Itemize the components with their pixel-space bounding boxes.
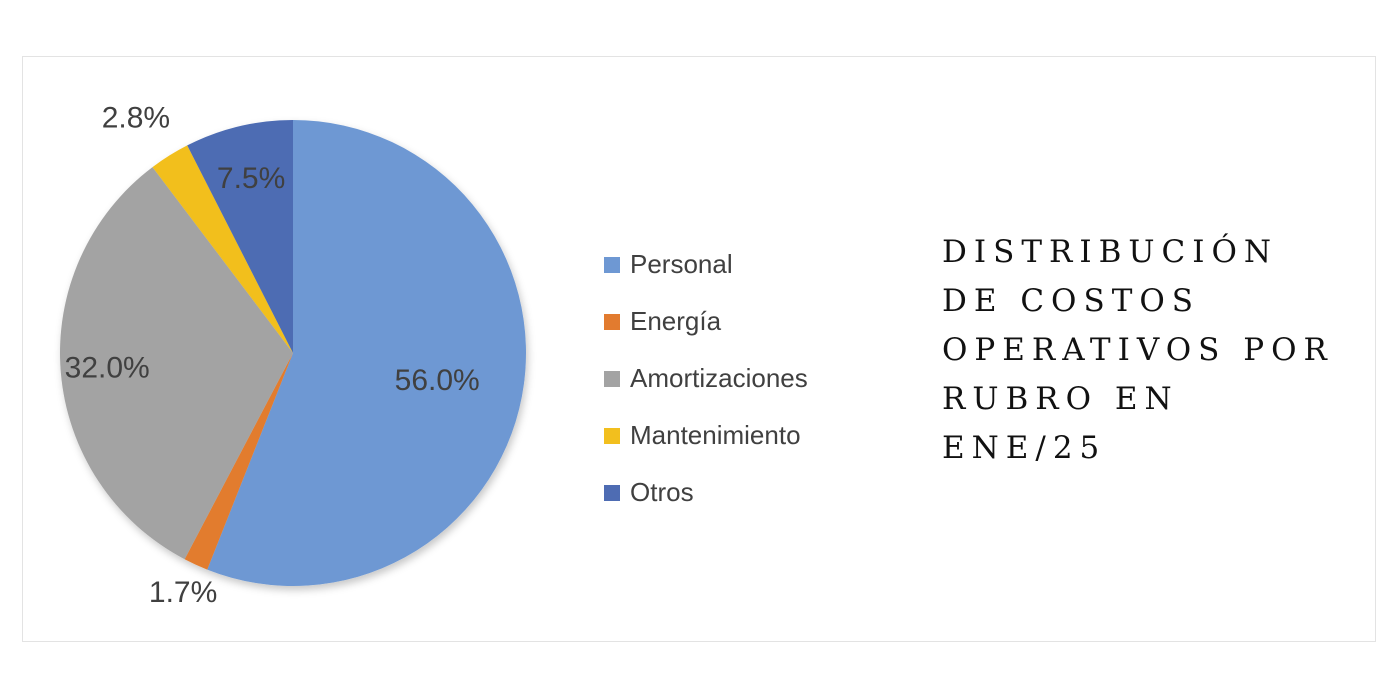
legend-swatch xyxy=(604,427,620,444)
legend-item-amortizaciones: Amortizaciones xyxy=(604,350,808,407)
data-label: 1.7% xyxy=(149,576,217,609)
pie-slice-energia xyxy=(184,353,293,570)
legend-label: Mantenimiento xyxy=(630,420,801,450)
legend-swatch xyxy=(604,370,620,387)
pie-slice-mantenimiento xyxy=(152,145,293,353)
chart-title-line: OPERATIVOS POR xyxy=(942,332,1334,368)
chart-legend: Personal Energía Amortizaciones Mantenim… xyxy=(604,236,808,521)
pie-slice-amortizaciones xyxy=(59,167,293,560)
legend-swatch xyxy=(604,484,620,501)
legend-label: Personal xyxy=(630,249,733,279)
legend-item-personal: Personal xyxy=(604,236,808,293)
chart-title: DISTRIBUCIÓN DE COSTOS OPERATIVOS POR RU… xyxy=(942,228,1362,473)
data-label: 32.0% xyxy=(65,352,150,385)
legend-swatch xyxy=(604,256,620,273)
legend-label: Amortizaciones xyxy=(630,363,808,393)
data-label: 7.5% xyxy=(217,162,285,195)
chart-title-line: DISTRIBUCIÓN xyxy=(942,234,1279,270)
chart-title-line: RUBRO EN xyxy=(942,381,1179,417)
pie-slice-otros xyxy=(187,120,293,353)
legend-swatch xyxy=(604,313,620,330)
legend-item-mantenimiento: Mantenimiento xyxy=(604,407,808,464)
legend-label: Energía xyxy=(630,306,722,336)
chart-title-line: DE COSTOS xyxy=(942,283,1201,319)
data-label: 2.8% xyxy=(102,102,170,135)
pie-slice-personal xyxy=(207,120,526,587)
chart-title-line: ENE/25 xyxy=(942,430,1107,466)
legend-item-otros: Otros xyxy=(604,464,808,521)
legend-label: Otros xyxy=(630,477,694,507)
legend-item-energia: Energía xyxy=(604,293,808,350)
data-label: 56.0% xyxy=(395,364,480,397)
